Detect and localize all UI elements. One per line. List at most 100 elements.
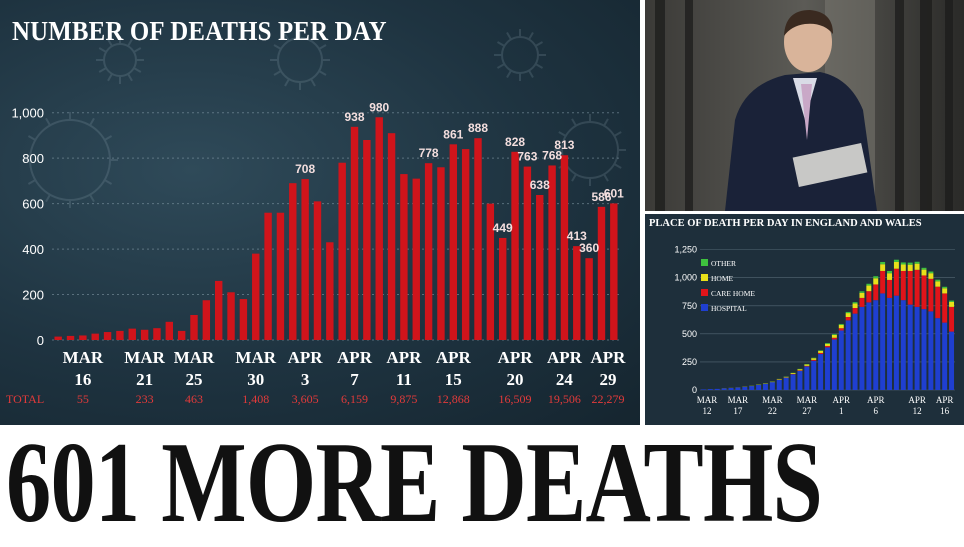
inset-bar-segment <box>866 286 871 292</box>
inset-bar-segment <box>922 270 927 276</box>
inset-bar-segment <box>873 278 878 284</box>
y-tick-label: 800 <box>22 151 44 166</box>
inset-x-tick-month: APR <box>867 395 885 405</box>
inset-chart-title: PLACE OF DEATH PER DAY IN ENGLAND AND WA… <box>649 218 922 229</box>
bar <box>314 201 321 340</box>
bar <box>573 246 580 340</box>
inset-bar-segment <box>901 300 906 390</box>
inset-bar-segment <box>859 293 864 298</box>
legend-swatch <box>701 259 708 266</box>
inset-y-tick-label: 500 <box>682 329 697 339</box>
inset-bar-segment <box>825 343 830 344</box>
x-tick-day: 11 <box>396 370 412 389</box>
inset-bar-segment <box>866 302 871 390</box>
bar <box>215 281 222 340</box>
inset-bar-segment <box>749 386 754 390</box>
bar <box>277 213 284 340</box>
inset-bar-segment <box>880 293 885 390</box>
inset-bar-segment <box>935 287 940 318</box>
virus-shape <box>494 29 546 81</box>
total-value: 55 <box>77 392 89 406</box>
inset-bar-segment <box>839 328 844 330</box>
total-value: 9,875 <box>390 392 417 406</box>
y-tick-label: 400 <box>22 242 44 257</box>
inset-bar-segment <box>942 293 947 322</box>
bar <box>301 179 308 340</box>
inset-bar-segment <box>935 318 940 390</box>
x-tick-month: APR <box>436 348 472 367</box>
bar <box>240 299 247 340</box>
inset-bar-segment <box>811 360 816 361</box>
inset-x-tick-day: 17 <box>733 406 743 416</box>
bar-value-label: 763 <box>517 150 537 164</box>
bar <box>511 152 518 340</box>
inset-x-tick-day: 16 <box>940 406 950 416</box>
inset-bar-segment <box>901 264 906 271</box>
bar <box>610 203 617 340</box>
bar <box>227 292 234 340</box>
total-value: 16,509 <box>499 392 532 406</box>
inset-bar-segment <box>866 291 871 302</box>
inset-bar-segment <box>763 384 768 390</box>
inset-bar-segment <box>811 358 816 360</box>
inset-bar-segment <box>818 350 823 351</box>
inset-x-tick-month: MAR <box>762 395 783 405</box>
inset-bar-segment <box>894 296 899 390</box>
inset-bar-segment <box>928 272 933 274</box>
inset-bar-segment <box>839 330 844 390</box>
inset-x-tick-month: MAR <box>797 395 818 405</box>
inset-bar-segment <box>825 344 830 346</box>
bar <box>54 337 61 340</box>
bar <box>561 155 568 340</box>
legend-swatch <box>701 304 708 311</box>
inset-bar-segment <box>901 271 906 300</box>
inset-bar-segment <box>887 271 892 273</box>
inset-bar-segment <box>832 338 837 340</box>
bar-value-label: 708 <box>295 162 315 176</box>
inset-bar-segment <box>908 271 913 305</box>
inset-x-tick-day: 6 <box>873 406 878 416</box>
x-tick-day: 15 <box>445 370 462 389</box>
bar <box>388 133 395 340</box>
total-value: 12,868 <box>437 392 470 406</box>
bar <box>474 138 481 340</box>
x-tick-month: APR <box>591 348 627 367</box>
headline-banner: 601 MORE DEATHS <box>0 425 964 544</box>
bar <box>178 331 185 340</box>
x-tick-month: MAR <box>174 348 215 367</box>
bar <box>326 242 333 340</box>
inset-x-tick-month: MAR <box>697 395 718 405</box>
inset-bar-segment <box>715 389 720 390</box>
inset-bar-segment <box>729 388 734 390</box>
inset-bar-segment <box>928 279 933 312</box>
total-value: 3,605 <box>292 392 319 406</box>
bar <box>499 238 506 340</box>
total-value: 463 <box>185 392 203 406</box>
inset-bar-segment <box>887 298 892 390</box>
inset-bar-segment <box>942 323 947 390</box>
x-tick-month: MAR <box>235 348 276 367</box>
x-tick-day: 24 <box>556 370 574 389</box>
bar <box>289 183 296 340</box>
inset-bar-segment <box>908 265 913 271</box>
inset-bar-segment <box>935 281 940 286</box>
bar <box>363 140 370 340</box>
inset-bar-segment <box>887 280 892 298</box>
inset-bar-segment <box>722 388 727 390</box>
x-tick-day: 20 <box>507 370 524 389</box>
x-tick-labels: MAR16MAR21MAR25MAR30APR3APR7APR11APR15AP… <box>63 348 627 389</box>
inset-bar-segment <box>859 291 864 293</box>
inset-bar-segment <box>777 379 782 380</box>
bar-value-label: 449 <box>493 221 513 235</box>
inset-bar-segment <box>949 332 954 390</box>
legend-swatch <box>701 289 708 296</box>
x-tick-month: APR <box>498 348 534 367</box>
inset-bar-segment <box>708 389 713 390</box>
bar-value-label: 638 <box>530 178 550 192</box>
bar-value-label: 813 <box>554 138 574 152</box>
x-tick-month: APR <box>547 348 583 367</box>
bar <box>67 336 74 340</box>
photo-illustration <box>645 0 964 211</box>
